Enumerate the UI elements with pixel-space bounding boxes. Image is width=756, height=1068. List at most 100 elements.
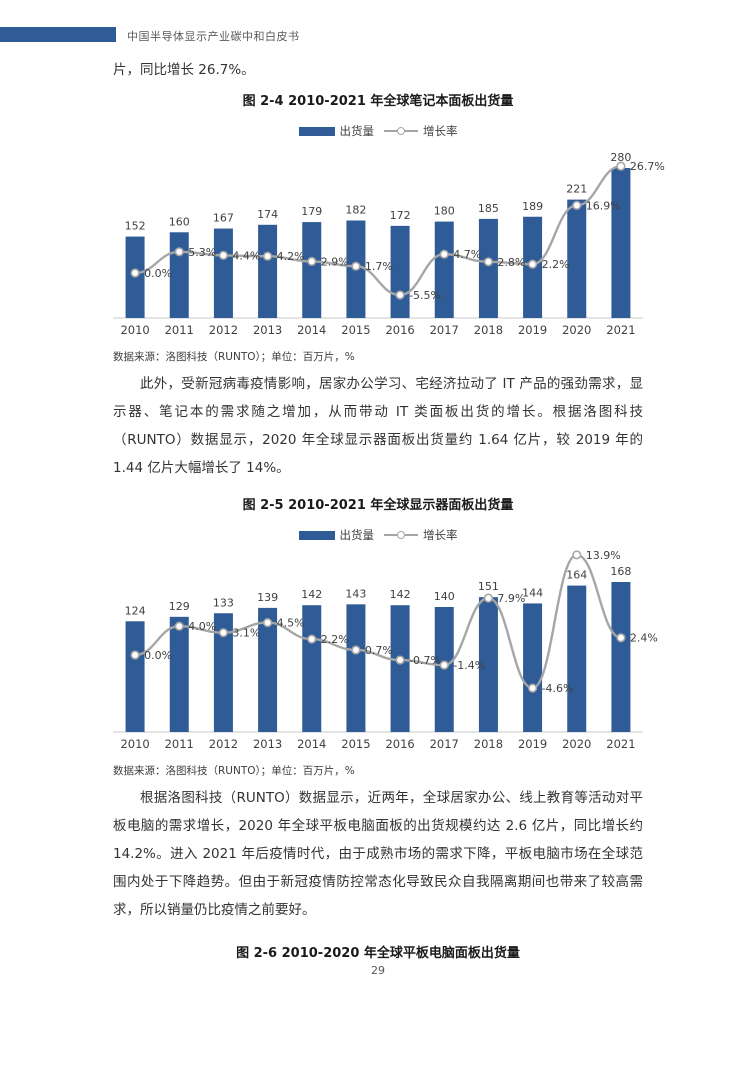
svg-text:189: 189 (522, 200, 543, 213)
svg-text:4.5%: 4.5% (277, 617, 305, 630)
svg-text:164: 164 (566, 569, 587, 582)
figure-2-5-title: 图 2-5 2010-2021 年全球显示器面板出货量 (242, 498, 514, 513)
svg-text:4.2%: 4.2% (277, 250, 305, 263)
svg-text:2.2%: 2.2% (321, 633, 349, 646)
svg-text:180: 180 (434, 205, 455, 218)
legend-label-growth: 增长率 (423, 528, 458, 542)
line-marker-icon (397, 531, 405, 539)
svg-text:4.0%: 4.0% (188, 620, 216, 633)
svg-text:2016: 2016 (385, 323, 414, 337)
legend-item-growth: 增长率 (384, 527, 458, 543)
svg-text:0.0%: 0.0% (144, 649, 172, 662)
svg-text:2010: 2010 (120, 737, 149, 751)
svg-text:2021: 2021 (606, 737, 635, 751)
page-number: 29 (371, 964, 385, 977)
paragraph-2: 根据洛图科技（RUNTO）数据显示，近两年，全球居家办公、线上教育等活动对平板电… (113, 790, 643, 918)
svg-text:140: 140 (434, 590, 455, 603)
figure-2-4-plot: 152 2010 160 2011 167 2012 174 2013 179 2014 182 20… (113, 143, 665, 343)
svg-text:143: 143 (345, 587, 366, 600)
figure-2-4: 图 2-4 2010-2021 年全球笔记本面板出货量 出货量 增长率 152 2… (113, 90, 665, 364)
svg-text:221: 221 (566, 183, 587, 196)
svg-text:0.0%: 0.0% (144, 267, 172, 280)
legend-item-shipments: 出货量 (298, 123, 375, 139)
svg-text:2018: 2018 (474, 323, 503, 337)
svg-text:-1.4%: -1.4% (453, 659, 485, 672)
svg-text:0.7%: 0.7% (365, 644, 393, 657)
svg-text:-5.5%: -5.5% (409, 289, 441, 302)
svg-text:2019: 2019 (518, 737, 547, 751)
svg-text:3.1%: 3.1% (232, 627, 260, 640)
figure-2-5-source: 数据来源：洛图科技（RUNTO）；单位：百万片，% (113, 765, 355, 777)
figure-2-4-title: 图 2-4 2010-2021 年全球笔记本面板出货量 (242, 94, 514, 109)
legend-label-shipments: 出货量 (339, 528, 375, 542)
svg-text:2011: 2011 (165, 737, 194, 751)
svg-text:2012: 2012 (209, 323, 238, 337)
line-marker-icon (397, 127, 405, 135)
legend-item-growth: 增长率 (384, 123, 458, 139)
svg-text:142: 142 (301, 588, 322, 601)
svg-text:2.2%: 2.2% (542, 258, 570, 271)
svg-text:1.7%: 1.7% (365, 260, 393, 273)
svg-text:280: 280 (610, 151, 631, 164)
svg-text:2016: 2016 (385, 737, 414, 751)
svg-text:2013: 2013 (253, 323, 282, 337)
svg-text:4.7%: 4.7% (453, 248, 481, 261)
svg-text:2015: 2015 (341, 737, 370, 751)
bar-swatch-icon (298, 530, 335, 540)
figure-2-5: 图 2-5 2010-2021 年全球显示器面板出货量 出货量 增长率 124 2… (113, 494, 658, 778)
svg-text:129: 129 (169, 600, 190, 613)
svg-text:-4.6%: -4.6% (542, 682, 574, 695)
figure-2-4-source: 数据来源：洛图科技（RUNTO）；单位：百万片，% (113, 351, 355, 363)
paragraph-1: 此外，受新冠病毒疫情影响，居家办公学习、宅经济拉动了 IT 产品的强劲需求，显示… (113, 376, 643, 476)
svg-text:2017: 2017 (430, 737, 459, 751)
svg-text:2014: 2014 (297, 323, 326, 337)
svg-text:179: 179 (301, 205, 322, 218)
svg-text:2015: 2015 (341, 323, 370, 337)
legend-label-shipments: 出货量 (339, 124, 375, 138)
svg-text:7.9%: 7.9% (497, 592, 525, 605)
legend-label-growth: 增长率 (423, 124, 458, 138)
svg-text:172: 172 (390, 209, 411, 222)
header-accent-bar (0, 27, 116, 42)
svg-text:2.4%: 2.4% (630, 632, 658, 645)
svg-text:16.9%: 16.9% (586, 199, 621, 212)
svg-text:2012: 2012 (209, 737, 238, 751)
svg-text:2014: 2014 (297, 737, 326, 751)
line-swatch-icon (384, 531, 418, 539)
svg-text:2010: 2010 (120, 323, 149, 337)
figure-2-4-legend: 出货量 增长率 (113, 123, 643, 139)
svg-text:139: 139 (257, 591, 278, 604)
svg-text:26.7%: 26.7% (630, 160, 665, 173)
svg-text:185: 185 (478, 202, 499, 215)
svg-text:2020: 2020 (562, 323, 591, 337)
svg-text:151: 151 (478, 580, 499, 593)
legend-item-shipments: 出货量 (298, 527, 375, 543)
svg-text:13.9%: 13.9% (586, 549, 621, 562)
svg-text:2018: 2018 (474, 737, 503, 751)
svg-text:174: 174 (257, 208, 278, 221)
line-swatch-icon (384, 127, 418, 135)
svg-text:152: 152 (125, 220, 146, 233)
svg-text:2011: 2011 (165, 323, 194, 337)
svg-text:182: 182 (345, 204, 366, 217)
svg-text:124: 124 (125, 604, 146, 617)
page-content: 片，同比增长 26.7%。 图 2-4 2010-2021 年全球笔记本面板出货… (113, 56, 665, 961)
figure-2-5-legend: 出货量 增长率 (113, 527, 643, 543)
svg-text:142: 142 (390, 588, 411, 601)
svg-text:144: 144 (522, 586, 543, 599)
svg-text:167: 167 (213, 212, 234, 225)
svg-text:2.8%: 2.8% (497, 256, 525, 269)
svg-text:160: 160 (169, 215, 190, 228)
svg-text:168: 168 (610, 565, 631, 578)
svg-text:2017: 2017 (430, 323, 459, 337)
svg-text:5.3%: 5.3% (188, 246, 216, 259)
document-header-title: 中国半导体显示产业碳中和白皮书 (127, 30, 300, 43)
intro-text: 片，同比增长 26.7%。 (113, 62, 255, 78)
figure-2-5-plot: 124 2010 129 2011 133 2012 139 2013 142 2014 143 20… (113, 547, 658, 757)
bar-swatch-icon (298, 126, 335, 136)
svg-text:2013: 2013 (253, 737, 282, 751)
svg-text:2020: 2020 (562, 737, 591, 751)
svg-text:4.4%: 4.4% (232, 249, 260, 262)
svg-text:2019: 2019 (518, 323, 547, 337)
svg-text:2021: 2021 (606, 323, 635, 337)
